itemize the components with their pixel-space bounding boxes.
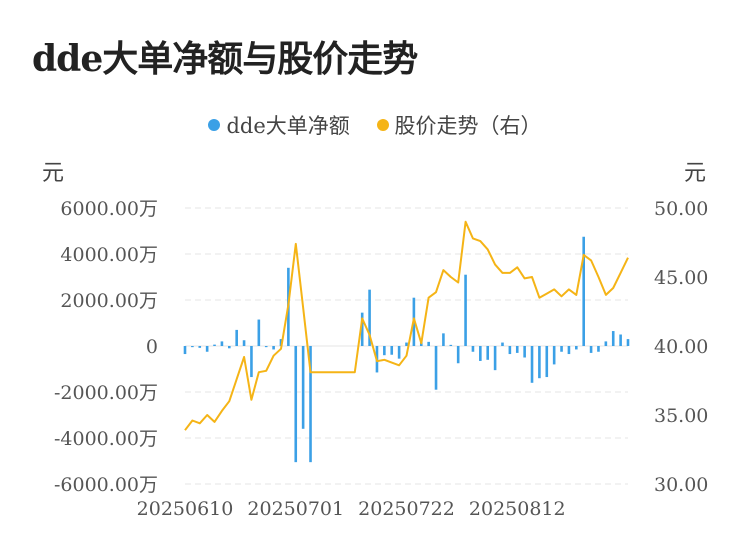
dde-bar — [626, 339, 630, 346]
chart-title: dde大单净额与股价走势 — [32, 38, 418, 80]
dde-bar — [501, 342, 504, 346]
legend-label-dde: dde大单净额 — [226, 114, 350, 138]
dde-bar — [383, 346, 386, 356]
dde-bar — [242, 340, 246, 346]
legend-dot-price-icon — [376, 119, 389, 131]
x-tick-label: 20250812 — [469, 498, 566, 520]
right-tick-label: 45.00 — [654, 267, 708, 289]
right-tick-label: 50.00 — [654, 198, 708, 220]
legend-item-price[interactable]: 股价走势（右） — [376, 110, 542, 140]
dde-bar — [456, 346, 460, 364]
dde-bar — [471, 346, 475, 352]
x-tick-label: 20250701 — [247, 498, 344, 520]
dde-bar — [220, 341, 224, 346]
dde-bar — [493, 346, 497, 371]
dde-bar — [272, 346, 275, 350]
left-tick-label: -4000.00万 — [54, 428, 158, 450]
dde-bar — [611, 331, 615, 346]
dde-bar — [434, 346, 438, 390]
right-tick-label: 30.00 — [654, 474, 708, 496]
legend-dot-dde-icon — [208, 119, 221, 131]
price-line — [184, 220, 629, 431]
left-tick-label: 4000.00万 — [60, 244, 158, 266]
x-tick-label: 20250610 — [137, 498, 234, 520]
right-tick-label: 40.00 — [654, 336, 708, 358]
dde-bar — [530, 346, 534, 383]
legend-item-dde[interactable]: dde大单净额 — [208, 110, 350, 140]
dde-bar — [523, 346, 526, 358]
dde-bar — [464, 274, 467, 346]
legend-label-price: 股价走势（右） — [394, 114, 542, 138]
dde-bar — [552, 346, 556, 365]
dde-bar — [538, 346, 541, 379]
left-tick-label: -2000.00万 — [54, 382, 158, 404]
left-tick-label: 2000.00万 — [60, 290, 158, 312]
dde-bar — [619, 334, 622, 346]
dde-bar — [405, 342, 408, 346]
dde-bar — [250, 346, 253, 378]
left-tick-label: -6000.00万 — [54, 474, 158, 496]
dde-bar — [560, 346, 563, 352]
dde-bar — [545, 346, 549, 378]
dde-bar — [397, 346, 401, 359]
dde-bar — [279, 339, 283, 346]
left-tick-label: 0 — [146, 336, 158, 358]
dde-bar — [575, 346, 578, 350]
right-axis-unit: 元 — [684, 161, 707, 186]
dde-bar — [264, 346, 268, 348]
dde-bar — [294, 346, 298, 463]
dde-bar — [309, 346, 312, 463]
x-tick-label: 20250722 — [358, 498, 455, 520]
dde-bar — [604, 341, 608, 346]
dde-bar — [183, 346, 187, 355]
dde-bar — [301, 346, 305, 429]
left-tick-label: 6000.00万 — [60, 198, 158, 220]
dde-bar — [235, 329, 238, 346]
dde-bar — [515, 346, 519, 353]
dde-bar — [228, 346, 231, 349]
dde-bar — [368, 289, 371, 346]
dde-bar — [486, 346, 490, 360]
legend: dde大单净额 股价走势（右） — [0, 110, 750, 140]
dde-bar — [567, 346, 571, 355]
dde-bar — [191, 346, 194, 348]
dde-bar — [479, 346, 482, 361]
dde-bar — [442, 333, 445, 346]
dde-bar — [213, 344, 216, 346]
dde-bar — [205, 346, 209, 352]
dde-bar — [257, 319, 261, 346]
dde-bar — [589, 346, 593, 353]
dde-bar — [508, 346, 512, 355]
dde-bar — [390, 346, 394, 355]
left-axis-unit: 元 — [42, 161, 65, 186]
dde-bar — [449, 344, 453, 346]
right-tick-label: 35.00 — [654, 405, 708, 427]
dde-bar — [198, 346, 202, 348]
dde-bar — [360, 312, 364, 346]
dde-bar — [582, 236, 585, 346]
dde-bar — [427, 341, 430, 346]
dde-bar — [597, 346, 600, 352]
